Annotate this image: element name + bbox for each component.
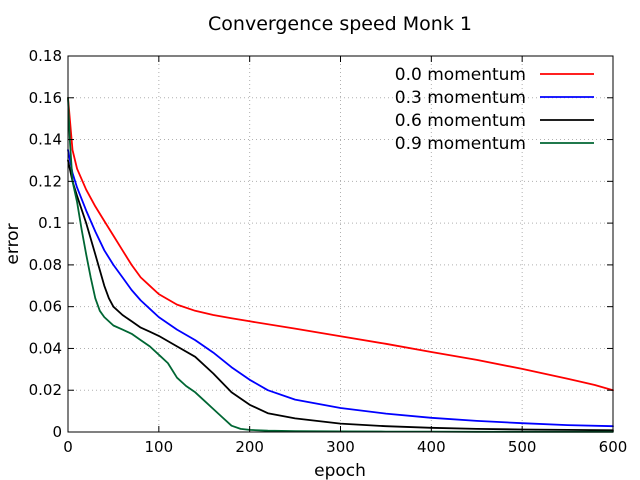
x-tick-label: 400	[417, 438, 446, 456]
y-tick-label: 0.14	[29, 131, 62, 149]
x-tick-label: 300	[326, 438, 355, 456]
y-axis-label: error	[3, 223, 23, 264]
y-tick-label: 0.12	[29, 172, 62, 190]
x-tick-label: 600	[599, 438, 628, 456]
x-tick-label: 100	[145, 438, 174, 456]
series-lines	[67, 96, 614, 433]
y-tick-label: 0	[52, 423, 62, 441]
y-tick-label: 0.02	[29, 381, 62, 399]
legend: 0.0 momentum 0.3 momentum 0.6 momentum 0.9 …	[395, 65, 594, 154]
legend-label-0: 0.0 momentum	[395, 65, 526, 85]
series-line-2	[67, 159, 614, 432]
legend-label-2: 0.6 momentum	[395, 111, 526, 131]
y-tick-label: 0.04	[29, 339, 62, 357]
x-tick-label: 500	[508, 438, 537, 456]
chart-title: Convergence speed Monk 1	[208, 13, 472, 35]
axis-ticks: 0 100 200 300 400 500 600 0 0.02 0.04 0.06 0.08 0.1 0…	[29, 47, 628, 456]
y-tick-label: 0.16	[29, 89, 62, 107]
y-tick-label: 0.1	[38, 214, 62, 232]
y-tick-label: 0.06	[29, 298, 62, 316]
x-axis-label: epoch	[314, 461, 366, 480]
x-tick-label: 200	[235, 438, 264, 456]
series-line-3	[67, 96, 614, 433]
series-line-0	[67, 96, 614, 392]
grid-lines	[68, 56, 613, 432]
y-tick-label: 0.18	[29, 47, 62, 65]
y-tick-label: 0.08	[29, 256, 62, 274]
x-tick-label: 0	[63, 438, 73, 456]
legend-label-1: 0.3 momentum	[395, 88, 526, 108]
legend-label-3: 0.9 momentum	[395, 134, 526, 154]
series-line-1	[67, 149, 614, 428]
